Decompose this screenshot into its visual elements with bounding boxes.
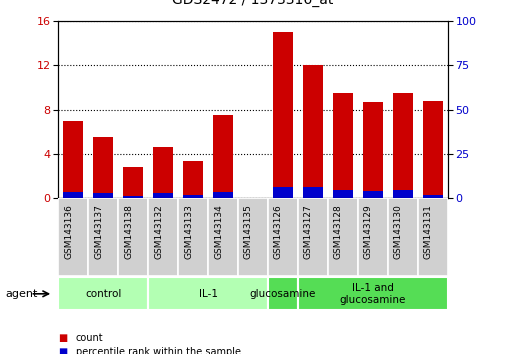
Text: count: count xyxy=(76,333,104,343)
Bar xyxy=(302,187,322,198)
Bar xyxy=(183,195,203,198)
Bar xyxy=(422,101,442,198)
Text: GSM143126: GSM143126 xyxy=(273,205,282,259)
FancyBboxPatch shape xyxy=(148,198,178,276)
FancyBboxPatch shape xyxy=(357,198,387,276)
Bar xyxy=(123,167,142,198)
Bar xyxy=(153,193,173,198)
Text: agent: agent xyxy=(5,289,37,299)
Bar xyxy=(363,102,382,198)
Text: GSM143129: GSM143129 xyxy=(363,205,372,259)
FancyBboxPatch shape xyxy=(297,198,327,276)
FancyBboxPatch shape xyxy=(208,198,237,276)
Bar xyxy=(213,192,232,198)
Text: GSM143127: GSM143127 xyxy=(304,205,312,259)
Text: GSM143138: GSM143138 xyxy=(124,205,133,259)
Text: IL-1 and
glucosamine: IL-1 and glucosamine xyxy=(339,283,406,305)
FancyBboxPatch shape xyxy=(417,198,447,276)
Bar xyxy=(332,93,352,198)
FancyBboxPatch shape xyxy=(88,198,118,276)
Bar xyxy=(273,32,292,198)
Bar xyxy=(213,115,232,198)
Bar xyxy=(273,187,292,198)
Text: GSM143132: GSM143132 xyxy=(154,205,163,259)
FancyBboxPatch shape xyxy=(118,198,148,276)
Bar xyxy=(332,190,352,198)
Text: IL-1: IL-1 xyxy=(198,289,217,299)
Bar xyxy=(63,192,83,198)
Text: GSM143130: GSM143130 xyxy=(393,205,402,259)
FancyBboxPatch shape xyxy=(148,277,268,310)
FancyBboxPatch shape xyxy=(237,198,268,276)
Bar xyxy=(123,196,142,198)
FancyBboxPatch shape xyxy=(178,198,208,276)
FancyBboxPatch shape xyxy=(268,277,297,310)
Bar xyxy=(392,190,412,198)
Text: glucosamine: glucosamine xyxy=(249,289,316,299)
Bar xyxy=(153,147,173,198)
Bar xyxy=(93,193,113,198)
Bar xyxy=(93,137,113,198)
Text: GSM143128: GSM143128 xyxy=(333,205,342,259)
Text: GSM143136: GSM143136 xyxy=(64,205,73,259)
Text: ■: ■ xyxy=(58,347,67,354)
FancyBboxPatch shape xyxy=(387,198,417,276)
Bar xyxy=(422,195,442,198)
Text: ■: ■ xyxy=(58,333,67,343)
Text: GDS2472 / 1373316_at: GDS2472 / 1373316_at xyxy=(172,0,333,7)
Text: control: control xyxy=(85,289,121,299)
FancyBboxPatch shape xyxy=(327,198,357,276)
Bar xyxy=(363,191,382,198)
Text: GSM143135: GSM143135 xyxy=(243,205,252,259)
FancyBboxPatch shape xyxy=(58,277,148,310)
FancyBboxPatch shape xyxy=(268,198,297,276)
Text: GSM143131: GSM143131 xyxy=(423,205,432,259)
Bar xyxy=(183,161,203,198)
Bar xyxy=(392,93,412,198)
FancyBboxPatch shape xyxy=(297,277,447,310)
Bar xyxy=(63,121,83,198)
Text: GSM143137: GSM143137 xyxy=(94,205,103,259)
FancyBboxPatch shape xyxy=(58,198,88,276)
Bar xyxy=(302,65,322,198)
Text: GSM143133: GSM143133 xyxy=(184,205,193,259)
Text: percentile rank within the sample: percentile rank within the sample xyxy=(76,347,240,354)
Text: GSM143134: GSM143134 xyxy=(214,205,223,259)
